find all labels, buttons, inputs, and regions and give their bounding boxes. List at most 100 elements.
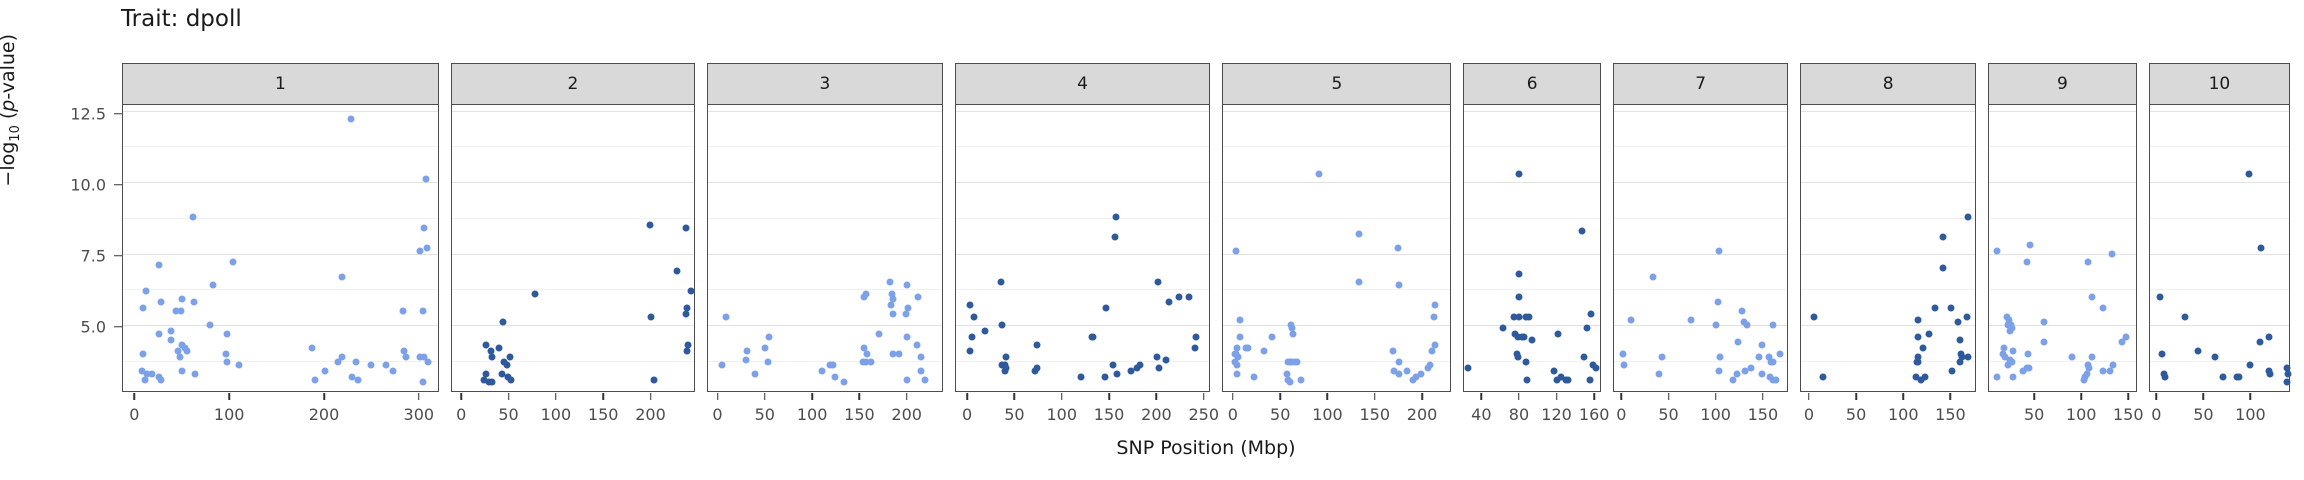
data-point xyxy=(1297,376,1305,384)
x-tick-mark xyxy=(1593,393,1595,400)
x-tick-label: 150 xyxy=(844,405,875,424)
facet-panel: 0 50 100 xyxy=(2148,105,2292,424)
data-point xyxy=(875,330,883,338)
gridline-minor xyxy=(1223,360,1451,362)
data-point xyxy=(347,115,355,123)
gridline-minor xyxy=(1801,146,1975,148)
gridline-major xyxy=(451,182,695,184)
gridline-major xyxy=(451,325,695,327)
gridline-minor xyxy=(708,289,942,291)
data-point xyxy=(424,358,432,366)
data-point xyxy=(1283,370,1291,378)
x-tick-mark xyxy=(905,393,908,400)
data-point xyxy=(1523,376,1531,384)
data-point xyxy=(1155,364,1163,372)
x-tick-label: 250 xyxy=(1188,405,1220,424)
x-tick-label: 200 xyxy=(891,405,922,424)
data-point xyxy=(1515,270,1523,278)
gridline-major xyxy=(451,110,695,112)
x-tick-mark xyxy=(1620,393,1623,400)
data-point xyxy=(1993,373,2001,381)
gridline-minor xyxy=(955,289,1210,291)
x-tick-label: 120 xyxy=(1541,405,1572,424)
data-point xyxy=(480,376,488,384)
data-point xyxy=(764,358,772,366)
gridline-minor xyxy=(451,360,695,362)
data-point xyxy=(498,370,506,378)
data-point xyxy=(1715,247,1723,255)
gridline-minor xyxy=(1613,146,1788,148)
facet-strip-label: 2 xyxy=(450,63,696,105)
x-tick-mark xyxy=(1714,393,1717,400)
x-tick-label: 200 xyxy=(635,405,666,424)
x-tick-label: 160 xyxy=(1578,405,1610,424)
gridline-minor xyxy=(451,146,695,148)
data-point xyxy=(867,358,875,366)
data-point xyxy=(2156,293,2164,301)
data-point xyxy=(1112,213,1120,221)
gridline-major xyxy=(1464,253,1600,255)
data-point xyxy=(1464,364,1472,372)
gridline-minor xyxy=(1801,289,1975,291)
gridline-minor xyxy=(1801,217,1975,219)
x-tick-mark xyxy=(811,393,813,400)
data-point xyxy=(1077,373,1085,381)
data-point xyxy=(1758,370,1766,378)
data-point xyxy=(1525,313,1533,321)
gridline-major xyxy=(1988,110,2136,112)
y-tick-label: 5.0 xyxy=(80,317,106,337)
data-point xyxy=(1250,373,1258,381)
data-point xyxy=(647,313,654,321)
data-point xyxy=(1111,233,1119,241)
data-point xyxy=(1288,324,1296,332)
gridline-minor xyxy=(451,217,695,219)
data-point xyxy=(1592,364,1600,372)
data-point xyxy=(334,358,342,366)
data-point xyxy=(1395,281,1403,289)
gridline-major xyxy=(1801,253,1975,255)
data-point xyxy=(143,370,151,378)
data-point xyxy=(308,344,316,352)
data-point xyxy=(1956,358,1964,366)
data-point xyxy=(482,370,490,378)
data-point xyxy=(1233,344,1241,352)
data-point xyxy=(2023,258,2031,266)
data-point xyxy=(673,267,681,275)
data-point xyxy=(1741,367,1749,375)
data-point xyxy=(1315,170,1323,178)
data-point xyxy=(155,330,163,338)
x-tick-label: 100 xyxy=(796,405,828,424)
data-point xyxy=(488,353,496,361)
data-point xyxy=(751,370,759,378)
data-point xyxy=(1587,310,1595,318)
data-point xyxy=(141,376,149,384)
data-point xyxy=(1268,333,1276,341)
data-point xyxy=(895,350,903,358)
data-point xyxy=(2194,347,2202,355)
data-point xyxy=(1515,170,1523,178)
data-point xyxy=(1233,370,1241,378)
data-point xyxy=(917,367,925,375)
data-point xyxy=(2099,304,2107,312)
x-tick-mark xyxy=(1762,393,1764,400)
data-point xyxy=(1583,324,1591,332)
data-point xyxy=(2246,361,2253,369)
x-tick-label: 50 xyxy=(1004,405,1025,424)
gridline-major xyxy=(1988,182,2136,184)
y-tick-mark xyxy=(114,325,122,328)
data-point xyxy=(142,287,150,295)
data-point xyxy=(348,373,356,381)
gridline-minor xyxy=(123,360,438,362)
facet-strip-label: 4 xyxy=(954,63,1211,105)
data-point xyxy=(1554,330,1562,338)
x-tick-label: 150 xyxy=(2112,405,2144,424)
data-point xyxy=(684,341,692,349)
data-point xyxy=(1716,353,1724,361)
data-point xyxy=(499,318,507,326)
data-point xyxy=(2080,376,2088,384)
data-point xyxy=(2099,367,2107,375)
gridline-minor xyxy=(1223,217,1451,219)
data-point xyxy=(1578,227,1586,235)
data-point xyxy=(1819,373,1827,381)
data-point xyxy=(1734,338,1742,346)
